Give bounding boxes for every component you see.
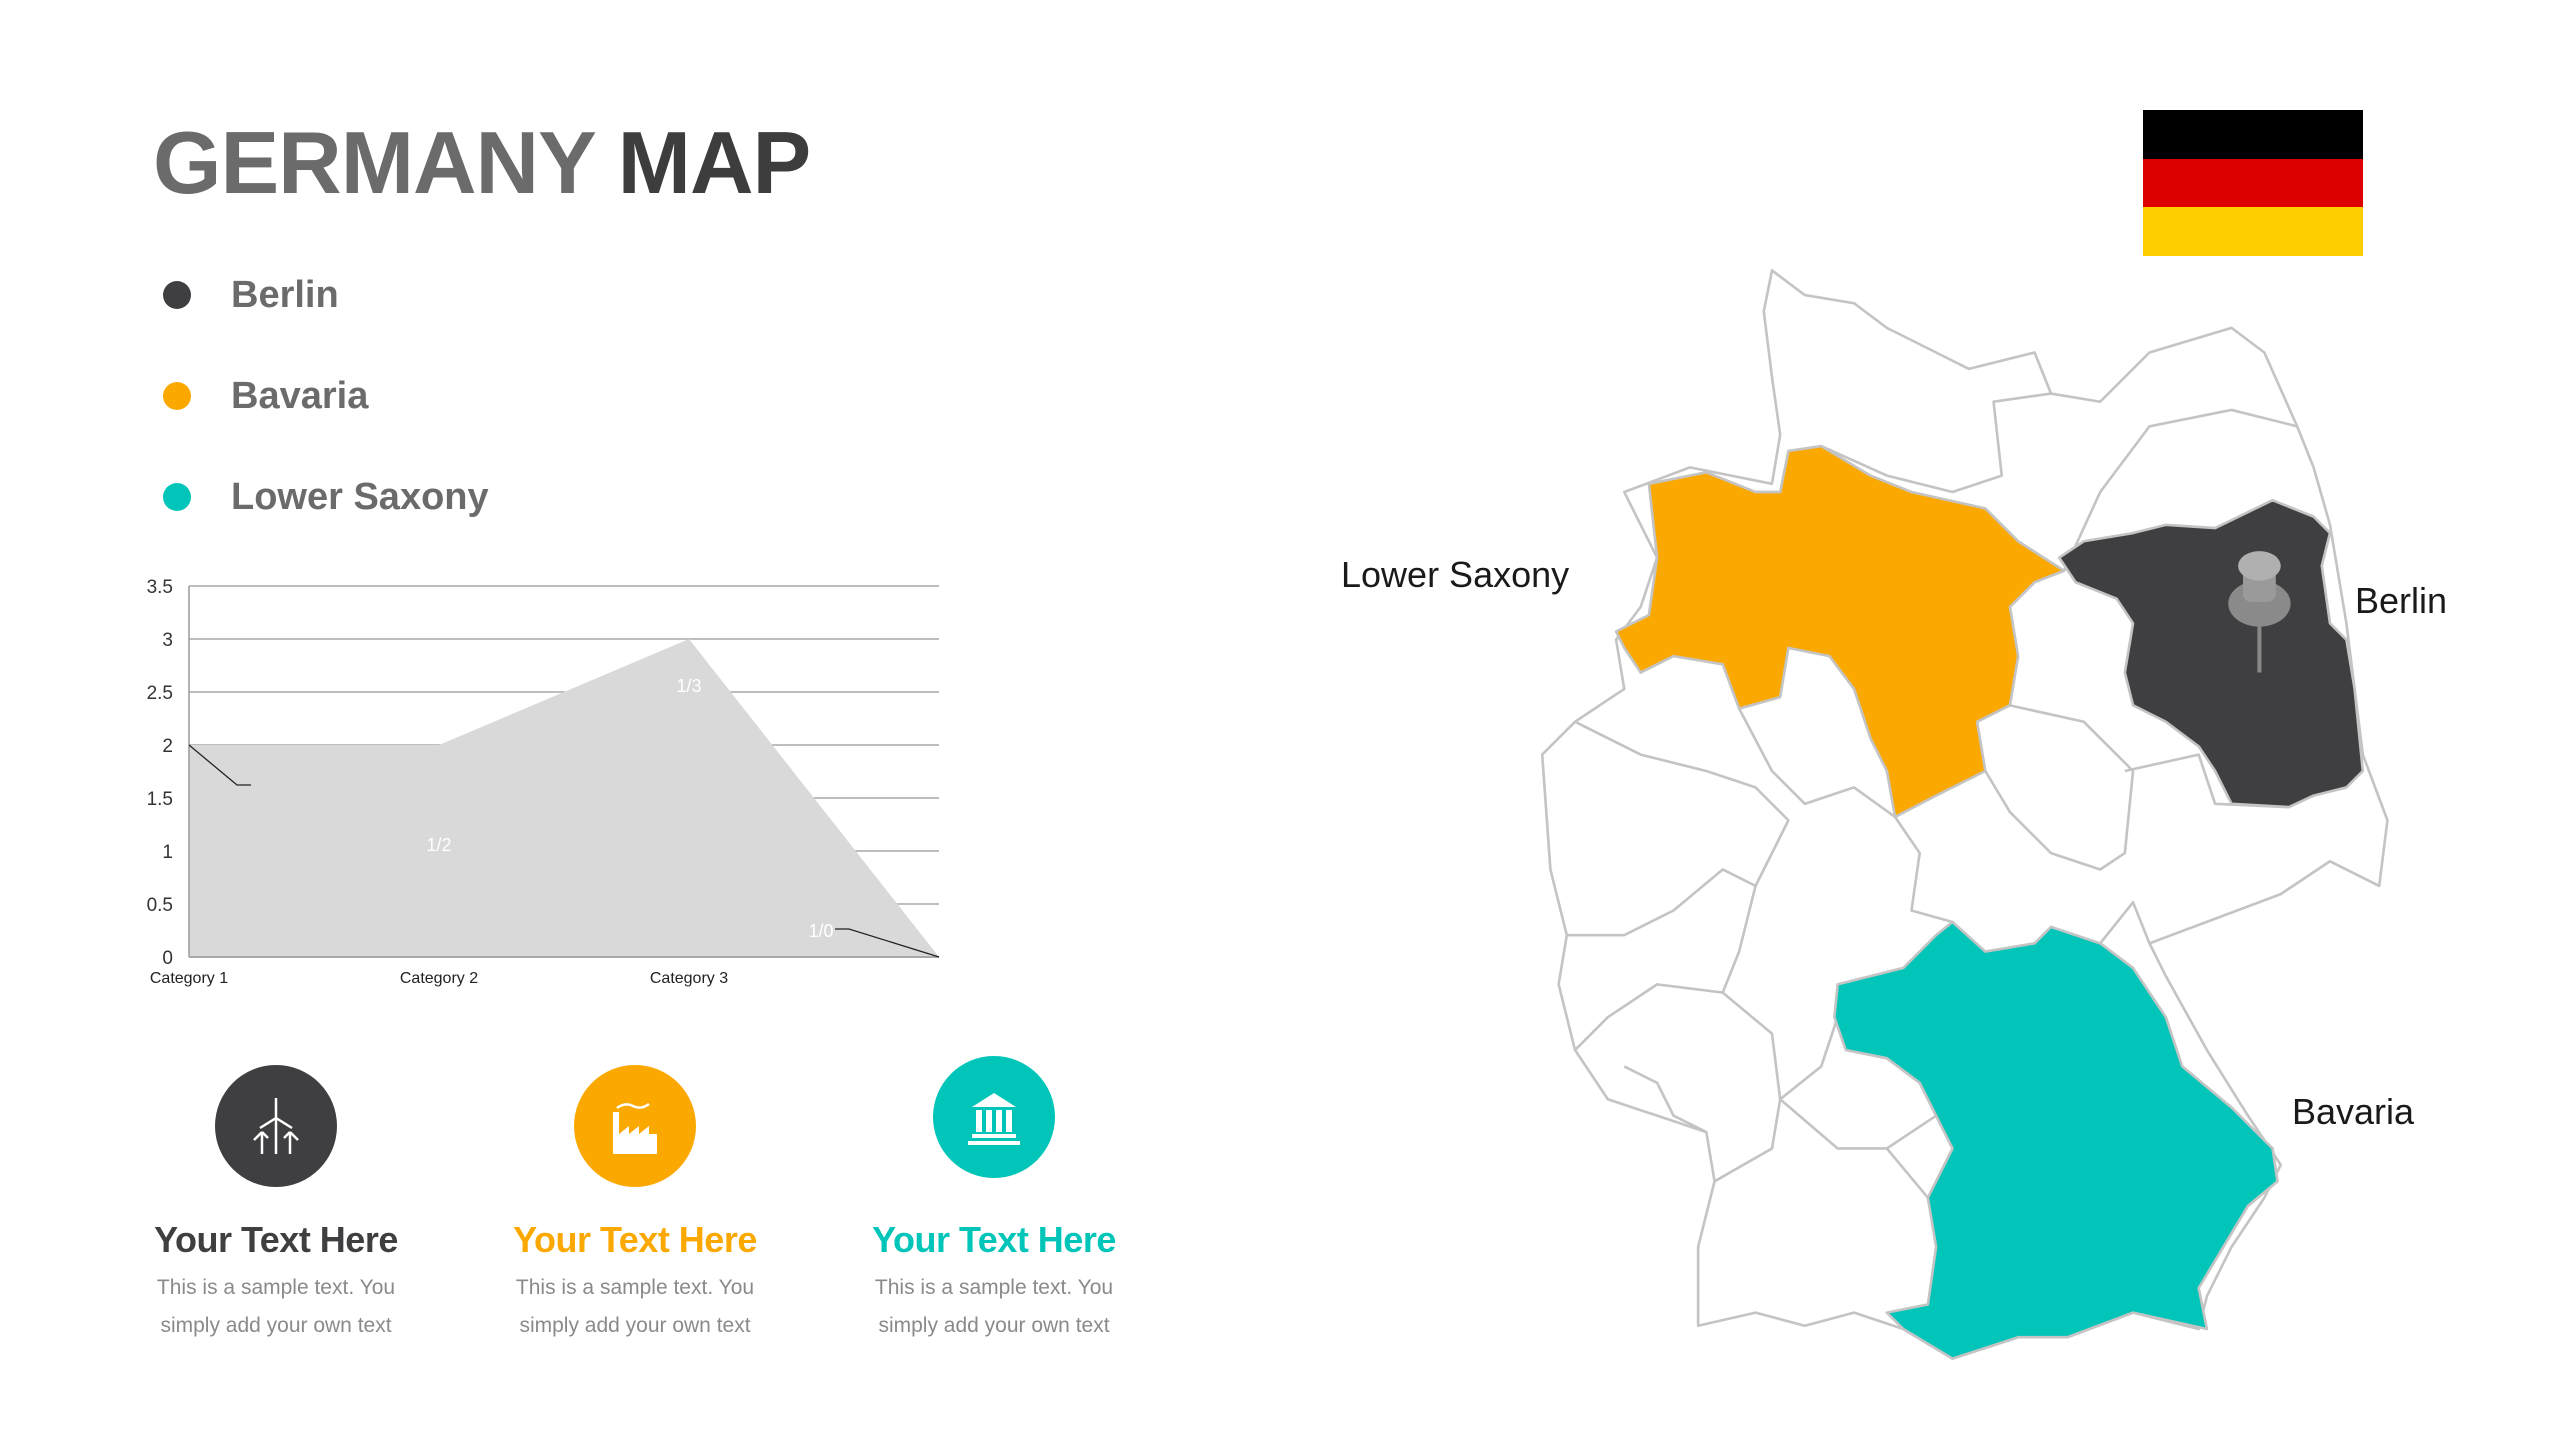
y-tick-label: 1 xyxy=(162,842,173,863)
title-part1: GERMANY xyxy=(153,113,618,212)
x-tick-label: Category 3 xyxy=(650,970,728,987)
card-heading: Your Text Here xyxy=(513,1219,757,1260)
legend-dot xyxy=(163,483,191,511)
legend-item-bavaria: Bavaria xyxy=(163,371,368,421)
x-tick-label: Category 1 xyxy=(150,970,228,987)
legend-label: Lower Saxony xyxy=(231,475,489,518)
data-label: 1/2 xyxy=(426,835,451,855)
wind-turbine-icon xyxy=(215,1065,337,1187)
card-text-line: simply add your own text xyxy=(160,1314,392,1337)
map-pin-icon xyxy=(2228,551,2291,673)
y-tick-label: 0.5 xyxy=(147,895,173,916)
info-card-2: Your Text Here This is a sample text. Yo… xyxy=(455,1065,815,1345)
y-tick-label: 3 xyxy=(162,630,173,651)
data-label: 1/3 xyxy=(676,676,701,696)
germany-map xyxy=(1540,269,2389,1360)
y-tick-label: 2.5 xyxy=(147,683,173,704)
data-label: 1/2 xyxy=(279,697,304,717)
flag-stripe-gold xyxy=(2143,207,2363,256)
bank-icon xyxy=(933,1056,1055,1178)
flag-stripe-red xyxy=(2143,159,2363,207)
leader-line xyxy=(188,744,251,786)
legend-label: Bavaria xyxy=(231,374,369,417)
region-bavaria xyxy=(1833,920,2279,1360)
info-card-1: Your Text Here This is a sample text. Yo… xyxy=(96,1065,456,1345)
card-text-line: This is a sample text. You xyxy=(874,1276,1114,1299)
region-lower-saxony xyxy=(1614,444,2066,819)
x-tick-label: Category 2 xyxy=(400,970,478,987)
y-tick-label: 2 xyxy=(162,736,173,757)
card-text-line: simply add your own text xyxy=(878,1314,1110,1337)
info-card-3: Your Text Here This is a sample text. Yo… xyxy=(814,1056,1174,1345)
leader-line xyxy=(835,928,940,958)
legend-dot xyxy=(163,382,191,410)
area-chart: 0 0.5 1 1.5 2 2.5 3 3.5 Category 1 Category 2 Cate… xyxy=(147,577,940,987)
card-heading: Your Text Here xyxy=(872,1219,1116,1260)
map-label-lower-saxony: Lower Saxony xyxy=(1341,554,1570,595)
legend-dot xyxy=(163,281,191,309)
page-title: GERMANY MAP xyxy=(153,112,812,214)
legend-item-berlin: Berlin xyxy=(163,270,339,320)
y-tick-label: 1.5 xyxy=(147,789,173,810)
data-label: 1/0 xyxy=(808,921,833,941)
map-label-bavaria: Bavaria xyxy=(2292,1091,2415,1132)
card-text-line: This is a sample text. You xyxy=(515,1276,755,1299)
card-text-line: This is a sample text. You xyxy=(156,1276,396,1299)
legend-label: Berlin xyxy=(231,273,339,316)
map-label-berlin: Berlin xyxy=(2355,580,2448,621)
card-text-line: simply add your own text xyxy=(519,1314,751,1337)
title-part2: MAP xyxy=(617,113,812,212)
factory-icon xyxy=(574,1065,696,1187)
legend-item-lower-saxony: Lower Saxony xyxy=(163,472,489,522)
y-tick-label: 3.5 xyxy=(147,577,173,598)
y-tick-label: 0 xyxy=(162,948,173,969)
germany-flag xyxy=(2143,110,2363,256)
card-heading: Your Text Here xyxy=(154,1219,398,1260)
area-series xyxy=(189,639,939,957)
flag-stripe-black xyxy=(2143,110,2363,159)
region-berlin xyxy=(2057,498,2365,809)
